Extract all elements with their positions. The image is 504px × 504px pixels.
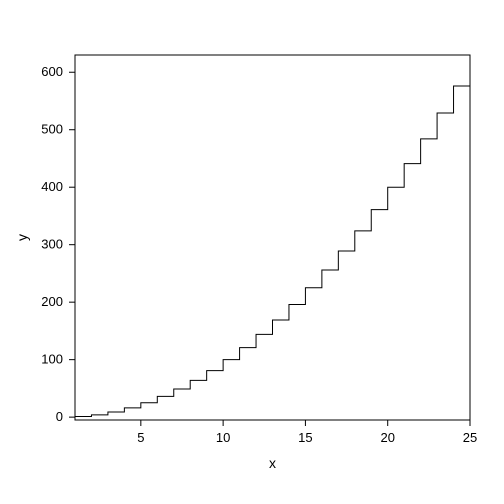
chart-svg: 5 10 15 20 25 0 100 200 300 400 500 600 x y [0, 0, 504, 504]
y-tick-label: 0 [56, 409, 63, 424]
y-tick-label: 400 [41, 179, 63, 194]
x-tick-label: 5 [137, 430, 144, 445]
step-chart: 5 10 15 20 25 0 100 200 300 400 500 600 x y [0, 0, 504, 504]
y-tick-label: 200 [41, 294, 63, 309]
x-tick-label: 10 [216, 430, 230, 445]
x-tick-label: 25 [463, 430, 477, 445]
x-tick-label: 20 [380, 430, 394, 445]
x-tick-label: 15 [298, 430, 312, 445]
y-axis-label: y [14, 234, 30, 241]
y-tick-label: 500 [41, 122, 63, 137]
y-tick-label: 100 [41, 352, 63, 367]
y-tick-label: 600 [41, 64, 63, 79]
x-axis-label: x [269, 455, 276, 471]
y-tick-label: 300 [41, 237, 63, 252]
